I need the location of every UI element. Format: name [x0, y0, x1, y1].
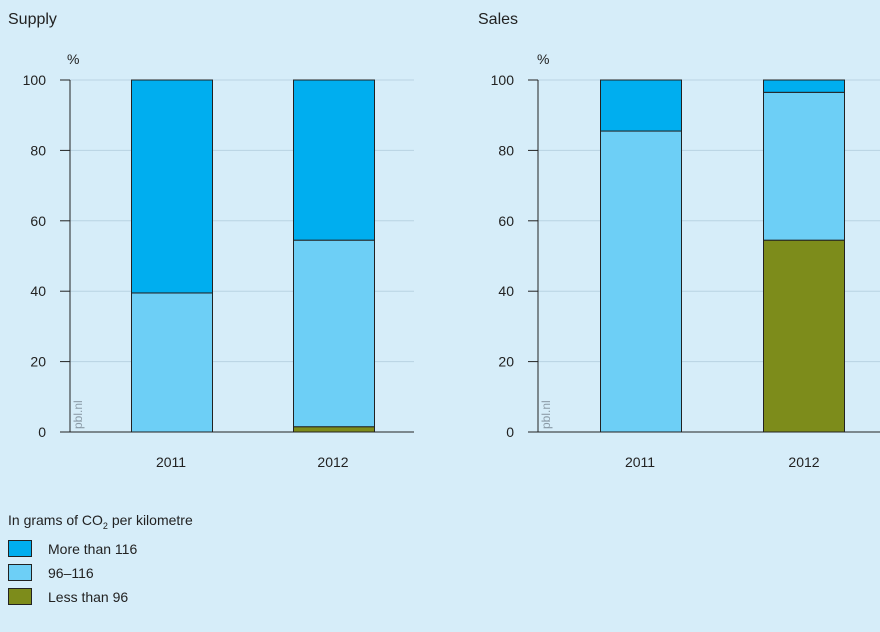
y-tick-label: 80: [30, 142, 46, 158]
legend-title-suffix: per kilometre: [107, 512, 193, 528]
y-tick-label: 0: [38, 424, 46, 440]
legend-title: In grams of CO2 per kilometre: [8, 512, 193, 531]
y-axis-unit-supply: %: [67, 51, 79, 67]
bar-segment-sales-2012: [763, 91, 845, 241]
bar-segment-sales-2011: [600, 79, 682, 132]
y-tick-label: 100: [23, 72, 47, 88]
charts-svg: Supply% 0 20 40 60 80 100 2011 2012 pbl.nl Sales% 0…: [8, 11, 880, 470]
y-tick-label: 60: [30, 213, 46, 229]
bar-segment-sales-2012: [763, 239, 845, 433]
bar-segment-sales-2011: [600, 130, 682, 433]
x-tick-label: 2011: [625, 454, 655, 470]
y-tick-label: 40: [30, 283, 46, 299]
x-tick-label: 2011: [156, 454, 186, 470]
bar-segment-supply-2011: [131, 292, 213, 433]
x-tick-label: 2012: [788, 454, 819, 470]
legend-item-more-than-116: More than 116: [8, 537, 193, 561]
y-tick-label: 80: [498, 142, 514, 158]
bar-segment-supply-2012: [293, 79, 375, 241]
legend-label: Less than 96: [48, 588, 129, 605]
legend-swatch: [8, 564, 32, 582]
chart-title-sales: Sales: [478, 11, 518, 28]
legend-item-less-than-96: Less than 96: [8, 585, 193, 609]
legend-title-sub: 2: [102, 520, 108, 531]
legend: In grams of CO2 per kilometre More than …: [8, 512, 193, 609]
bar-segment-sales-2012: [763, 79, 845, 93]
watermark-text: pbl.nl: [71, 400, 85, 429]
y-tick-label: 0: [506, 424, 514, 440]
y-tick-label: 100: [491, 72, 515, 88]
legend-item-96-116: 96–116: [8, 561, 193, 585]
legend-label: 96–116: [48, 564, 94, 581]
bar-segment-supply-2012: [293, 239, 375, 428]
legend-title-prefix: In grams of CO: [8, 512, 103, 528]
chart-title-supply: Supply: [8, 11, 57, 28]
legend-label: More than 116: [48, 540, 138, 557]
y-axis-unit-sales: %: [537, 51, 549, 67]
y-tick-label: 20: [30, 354, 46, 370]
legend-swatch: [8, 540, 32, 558]
y-tick-label: 40: [498, 283, 514, 299]
watermark-text: pbl.nl: [539, 400, 553, 429]
y-tick-label: 20: [498, 354, 514, 370]
x-tick-label: 2012: [317, 454, 348, 470]
bar-segment-supply-2011: [131, 79, 213, 294]
legend-swatch: [8, 588, 32, 606]
y-tick-label: 60: [498, 213, 514, 229]
bar-segment-supply-2012: [293, 426, 375, 433]
